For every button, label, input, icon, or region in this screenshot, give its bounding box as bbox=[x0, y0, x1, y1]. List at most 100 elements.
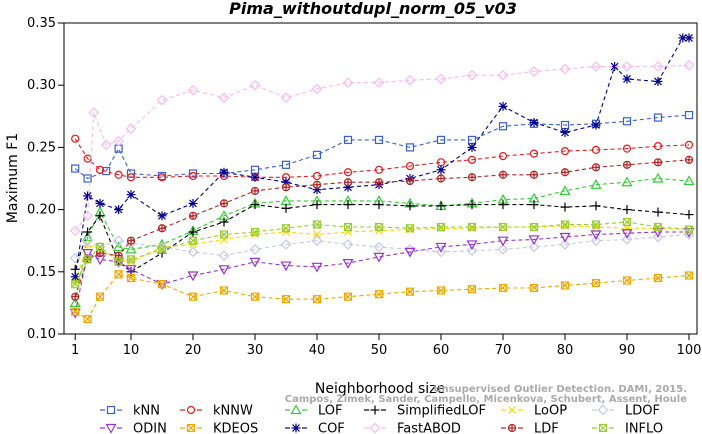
data-point-ldf bbox=[684, 155, 694, 164]
data-point-simplifiedlof bbox=[653, 207, 663, 217]
y-tick-label: 0.35 bbox=[27, 16, 56, 31]
data-point-kdeos bbox=[374, 290, 384, 299]
series-ldf bbox=[71, 155, 694, 301]
data-point-knn bbox=[312, 150, 322, 159]
data-point-kdeos bbox=[436, 286, 446, 295]
x-tick-label: 20 bbox=[185, 343, 202, 358]
data-point-kdeos bbox=[684, 271, 694, 280]
data-point-ldof bbox=[497, 244, 509, 255]
data-point-odin bbox=[218, 265, 230, 276]
data-point-fastabod bbox=[156, 94, 168, 106]
legend-item-knn: kNN bbox=[100, 404, 160, 419]
data-point-knnw bbox=[498, 152, 508, 161]
data-point-odin bbox=[497, 236, 509, 247]
data-point-knn bbox=[71, 164, 80, 173]
data-point-inflo bbox=[188, 236, 198, 245]
data-point-kdeos bbox=[622, 276, 632, 285]
y-tick-label: 0.30 bbox=[27, 78, 56, 93]
series-simplifiedlof bbox=[70, 200, 694, 277]
data-point-knnw bbox=[343, 168, 353, 177]
data-point-kdeos bbox=[126, 273, 136, 283]
plot-frame bbox=[63, 22, 698, 335]
y-axis-label: Maximum F1 bbox=[5, 133, 21, 223]
legend-label: LoOP bbox=[534, 404, 567, 419]
data-point-knnw bbox=[374, 165, 384, 174]
data-point-fastabod bbox=[311, 83, 323, 95]
series-ldof bbox=[69, 229, 695, 264]
data-point-knn bbox=[622, 117, 632, 126]
data-point-inflo bbox=[343, 222, 353, 232]
chart-title: Pima_withoutdupl_norm_05_v03 bbox=[229, 0, 517, 18]
data-point-odin bbox=[342, 258, 354, 269]
legend-label: COF bbox=[318, 422, 345, 434]
data-point-ldof bbox=[218, 250, 230, 261]
data-point-ldof bbox=[373, 241, 385, 253]
data-point-knnw bbox=[653, 142, 663, 151]
credit-line-2: Campos, Zimek, Sander, Campello, Micenko… bbox=[285, 394, 687, 405]
data-point-ldf bbox=[374, 178, 384, 187]
data-point-fastabod bbox=[652, 61, 664, 72]
data-point-inflo bbox=[591, 220, 601, 229]
data-point-ldof bbox=[69, 252, 81, 264]
legend-marker-lof bbox=[290, 404, 302, 415]
data-point-cof bbox=[219, 167, 229, 177]
data-point-inflo bbox=[374, 222, 384, 232]
data-point-odin bbox=[280, 261, 292, 272]
data-point-simplifiedlof bbox=[312, 200, 322, 210]
series-knnw bbox=[71, 134, 694, 182]
series-line-knnw bbox=[74, 138, 690, 178]
legend-item-odin: ODIN bbox=[100, 422, 167, 434]
data-point-odin bbox=[187, 271, 199, 282]
data-point-cof bbox=[591, 120, 601, 130]
data-point-ldof bbox=[590, 235, 602, 247]
y-tick-label: 0.15 bbox=[27, 265, 56, 280]
legend-label: KDEOS bbox=[213, 422, 258, 434]
data-point-knnw bbox=[684, 140, 694, 150]
data-point-simplifiedlof bbox=[684, 210, 694, 220]
x-tick-label: 90 bbox=[619, 343, 636, 358]
data-point-simplifiedlof bbox=[467, 200, 477, 210]
legend-item-kdeos: KDEOS bbox=[180, 422, 258, 434]
data-point-cof bbox=[70, 272, 80, 282]
data-point-knn bbox=[653, 113, 663, 122]
data-point-kdeos bbox=[250, 292, 260, 301]
legend-marker-odin bbox=[105, 423, 117, 434]
x-tick-label: 70 bbox=[495, 343, 512, 358]
data-point-cof bbox=[114, 205, 124, 215]
data-point-cof bbox=[622, 74, 632, 84]
data-point-ldf bbox=[219, 199, 229, 208]
data-point-kdeos bbox=[114, 270, 123, 279]
x-axis: 1 10 20 30 40 50 60 70 80 90 100 bbox=[71, 334, 701, 358]
legend-label: kNNW bbox=[213, 404, 253, 419]
y-axis: 0.10 0.15 0.20 0.25 0.30 0.35 bbox=[27, 16, 64, 342]
legend-item-lof: LOF bbox=[285, 404, 343, 419]
data-point-inflo bbox=[467, 222, 477, 232]
data-point-kdeos bbox=[560, 281, 570, 290]
data-point-fastabod bbox=[100, 139, 112, 151]
data-point-simplifiedlof bbox=[343, 200, 353, 210]
data-point-odin bbox=[404, 247, 416, 258]
data-point-inflo bbox=[126, 255, 136, 264]
data-point-fastabod bbox=[69, 225, 81, 237]
data-point-kdeos bbox=[71, 307, 80, 316]
data-point-simplifiedlof bbox=[281, 203, 291, 213]
data-point-inflo bbox=[114, 257, 123, 266]
x-tick-label: 10 bbox=[123, 343, 140, 358]
data-point-fastabod bbox=[435, 73, 447, 85]
legend-marker-loop bbox=[508, 406, 516, 414]
data-point-cof bbox=[560, 127, 570, 137]
x-tick-label: 40 bbox=[309, 343, 326, 358]
data-point-inflo bbox=[71, 280, 80, 289]
y-tick-label: 0.25 bbox=[27, 140, 56, 155]
x-tick-label: 30 bbox=[247, 343, 264, 358]
data-point-odin bbox=[82, 249, 94, 259]
x-tick-label: 50 bbox=[371, 343, 388, 358]
data-point-simplifiedlof bbox=[83, 227, 93, 237]
legend-marker-kdeos bbox=[186, 423, 196, 433]
data-point-fastabod bbox=[187, 84, 199, 96]
data-point-inflo bbox=[157, 245, 167, 254]
data-point-kdeos bbox=[281, 295, 291, 304]
legend-label: FastABOD bbox=[397, 422, 461, 434]
data-point-knnw bbox=[467, 155, 477, 164]
y-tick-label: 0.10 bbox=[27, 327, 56, 342]
